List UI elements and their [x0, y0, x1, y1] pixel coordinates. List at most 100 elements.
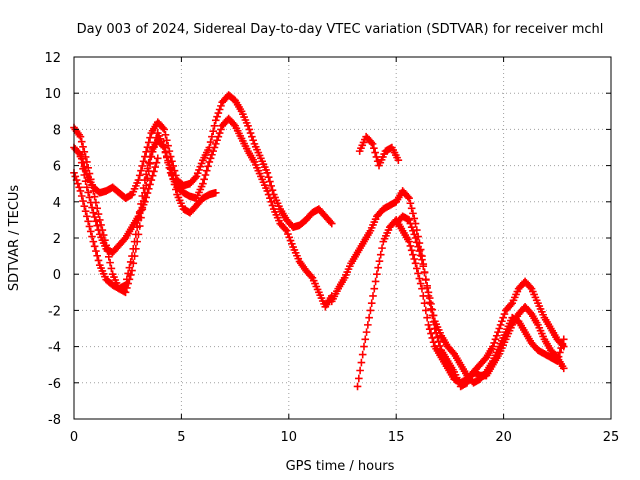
data-point: [410, 255, 419, 263]
data-point: [425, 325, 434, 334]
y-axis-label: SDTVAR / TECUs: [7, 185, 22, 292]
data-point: [368, 140, 377, 148]
data-point: [427, 300, 435, 308]
data-point: [144, 138, 153, 147]
data-point: [94, 256, 103, 265]
data-point: [84, 217, 92, 226]
data-point: [409, 209, 417, 218]
data-point: [89, 187, 98, 195]
data-point: [215, 105, 224, 114]
data-point: [201, 171, 210, 179]
data-point: [559, 335, 568, 344]
data-point: [85, 193, 94, 202]
data-point: [424, 288, 433, 297]
data-point: [93, 251, 101, 260]
axis-ticks: [73, 56, 612, 420]
data-point: [420, 268, 429, 277]
data-point: [559, 364, 568, 373]
data-point: [428, 305, 437, 314]
data-point: [423, 281, 431, 290]
data-point: [370, 144, 378, 153]
data-point: [364, 321, 372, 329]
series-track-6: [353, 216, 568, 391]
x-tick-labels: 0 5 10 15 20 25: [70, 430, 619, 445]
data-point: [79, 165, 87, 173]
data-point: [142, 170, 150, 179]
data-point: [132, 230, 140, 239]
series-track-1: [70, 91, 336, 231]
data-point: [202, 166, 211, 175]
data-point: [422, 275, 430, 284]
data-point: [76, 152, 85, 161]
data-point: [128, 252, 136, 260]
data-point: [206, 154, 215, 163]
data-point: [196, 162, 205, 171]
data-point: [170, 180, 179, 189]
x-tick-label: 10: [281, 430, 298, 445]
data-point: [407, 204, 416, 213]
data-point: [80, 148, 89, 156]
data-point: [378, 244, 386, 252]
data-point: [147, 176, 156, 184]
data-point: [358, 350, 367, 359]
data-point: [405, 237, 413, 246]
data-point: [138, 162, 147, 170]
data-point: [123, 275, 131, 284]
data-point: [143, 143, 152, 151]
data-point: [419, 292, 428, 300]
data-point: [200, 175, 208, 184]
data-point: [266, 194, 274, 202]
y-tick-label: 2: [53, 232, 61, 247]
data-point: [88, 203, 96, 212]
data-point: [172, 185, 180, 194]
data-point: [146, 153, 154, 161]
data-point: [80, 202, 89, 210]
y-tick-label: 0: [53, 268, 61, 283]
series-track-2: [70, 114, 336, 311]
data-point: [406, 199, 415, 208]
data-point: [161, 131, 170, 139]
data-point: [406, 242, 415, 250]
data-point: [142, 193, 150, 202]
data-point: [83, 183, 91, 192]
data-point: [71, 172, 80, 181]
data-point: [74, 179, 82, 188]
data-point: [285, 233, 294, 242]
data-point: [89, 237, 98, 246]
data-point: [199, 179, 207, 188]
data-point: [79, 142, 87, 151]
data-point: [495, 324, 504, 333]
data-point: [428, 334, 437, 342]
data-point: [413, 264, 421, 273]
data-point: [360, 342, 368, 351]
data-point: [362, 328, 371, 336]
series-track-8: [392, 212, 568, 387]
data-point: [409, 226, 417, 235]
data-point: [353, 382, 362, 391]
data-point: [77, 137, 86, 146]
data-point: [422, 306, 430, 315]
data-point: [286, 236, 295, 245]
data-point: [125, 263, 134, 272]
data-point: [94, 226, 103, 234]
data-point: [425, 294, 434, 302]
data-point: [371, 277, 380, 286]
data-point: [141, 198, 149, 206]
data-point: [374, 263, 382, 272]
data-point: [498, 317, 506, 326]
data-point: [411, 234, 420, 242]
data-point: [206, 138, 215, 146]
data-point: [86, 227, 95, 236]
data-point: [134, 176, 143, 184]
data-point: [160, 143, 169, 152]
data-point: [496, 321, 505, 329]
data-point: [209, 147, 217, 155]
data-point: [205, 158, 214, 166]
data-point: [365, 313, 373, 322]
data-point: [213, 112, 221, 121]
data-point: [143, 189, 152, 197]
data-point: [415, 274, 424, 283]
data-point: [210, 121, 219, 130]
data-point: [249, 136, 257, 145]
y-tick-label: -2: [48, 304, 61, 319]
